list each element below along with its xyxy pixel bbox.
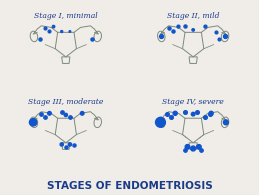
Text: STAGES OF ENDOMETRIOSIS: STAGES OF ENDOMETRIOSIS (47, 181, 212, 191)
Point (43, 27, 47, 30)
Point (43, 116, 47, 119)
Circle shape (177, 25, 180, 28)
Circle shape (191, 112, 195, 116)
Circle shape (156, 117, 165, 127)
Point (72, 144, 76, 147)
Circle shape (185, 144, 190, 149)
Circle shape (52, 25, 55, 28)
Text: Stage III, moderate: Stage III, moderate (28, 98, 104, 106)
Circle shape (173, 111, 177, 115)
Point (60, 110, 64, 113)
Circle shape (61, 31, 63, 33)
Circle shape (204, 25, 207, 28)
Circle shape (68, 143, 71, 146)
Point (207, 113, 212, 116)
Circle shape (192, 29, 195, 31)
Circle shape (191, 146, 196, 151)
Text: Stage IV, severe: Stage IV, severe (162, 98, 224, 106)
Point (47, 29, 52, 32)
Circle shape (69, 31, 71, 32)
Point (38, 37, 42, 40)
Circle shape (64, 113, 67, 117)
Point (167, 27, 171, 30)
Point (203, 116, 207, 119)
Point (183, 24, 187, 27)
Circle shape (48, 112, 51, 115)
Circle shape (30, 119, 37, 126)
Text: Stage II, mild: Stage II, mild (167, 12, 219, 20)
Circle shape (60, 143, 63, 146)
Circle shape (80, 112, 84, 115)
Point (90, 37, 94, 40)
Point (223, 35, 227, 38)
Point (39, 113, 43, 116)
Point (165, 113, 169, 116)
Point (171, 29, 175, 32)
Point (195, 110, 199, 113)
Circle shape (197, 144, 201, 149)
Point (68, 116, 72, 119)
Point (183, 110, 187, 113)
Circle shape (224, 120, 228, 125)
Circle shape (209, 111, 213, 115)
Point (169, 116, 173, 119)
Point (199, 149, 203, 152)
Point (64, 145, 68, 148)
Point (159, 35, 163, 38)
Text: Stage I, minimal: Stage I, minimal (34, 12, 98, 20)
Point (214, 31, 218, 34)
Point (217, 37, 221, 40)
Point (183, 149, 187, 152)
